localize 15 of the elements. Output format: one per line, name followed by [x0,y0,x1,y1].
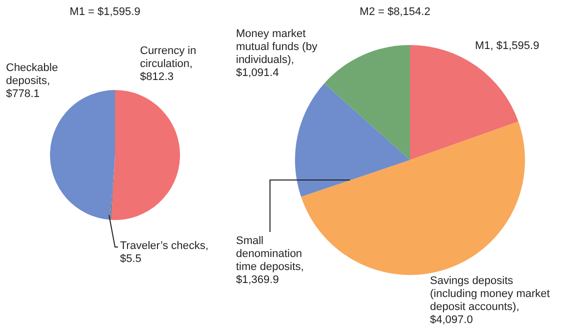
slice-label: Traveler’s checks, $5.5 [120,240,210,266]
pie-slice [110,155,115,220]
pie-slice [324,45,410,160]
slice-label: Checkable deposits, $778.1 [6,62,59,101]
chart-title: M2 = $8,154.2 [358,6,432,18]
slice-label: Savings deposits (including money market deposit accounts), $4,097.0 [430,275,551,327]
chart-title: M1 = $1,595.9 [68,6,142,18]
slice-label: Small denomination time deposits, $1,369.9 [236,235,305,287]
pie-slice [301,122,525,275]
slice-label: M1, $1,595.9 [475,40,540,53]
slice-label: Currency in circulation, $812.3 [140,45,198,84]
pie-slice [111,90,180,220]
pie-slice [50,90,115,220]
slice-label: Money market mutual funds (by individuals), $1,091.4 [236,28,318,80]
pie-slice [295,83,410,197]
